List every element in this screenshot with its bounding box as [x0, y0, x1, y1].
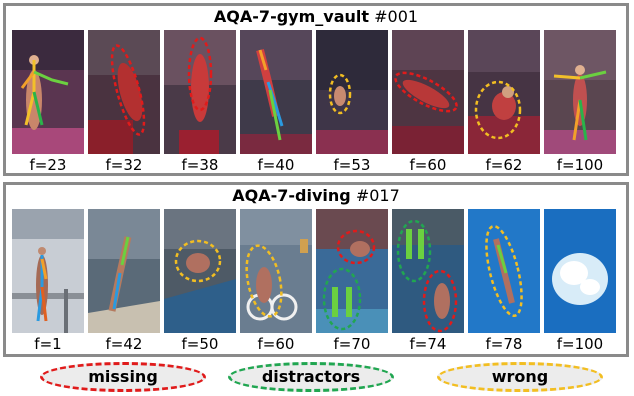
- frame-label: f=62: [485, 156, 523, 174]
- frame-label: f=53: [333, 156, 371, 174]
- frame-label: f=74: [409, 335, 447, 353]
- diving-panel: AQA-7-diving #017: [3, 182, 629, 357]
- frame-image: [392, 209, 464, 333]
- frame-image: [12, 209, 84, 333]
- frame-label: f=1: [34, 335, 62, 353]
- frame-label: f=78: [485, 335, 523, 353]
- frame-image: [316, 209, 388, 333]
- frame-label: f=100: [556, 335, 604, 353]
- frame-image: [88, 209, 160, 333]
- diving-title: AQA-7-diving #017: [6, 186, 626, 206]
- frame-image: [164, 209, 236, 333]
- frame-image: [88, 30, 160, 154]
- frame-image: [164, 30, 236, 154]
- frame-image: [240, 209, 312, 333]
- diving-sample-id: #017: [355, 186, 400, 205]
- frame-label: f=40: [257, 156, 295, 174]
- frame-label: f=60: [257, 335, 295, 353]
- frame-image: [544, 30, 616, 154]
- legend-wrong: wrong: [437, 362, 603, 392]
- frame-label: f=42: [105, 335, 143, 353]
- frame-image: [12, 30, 84, 154]
- frame-label: f=100: [556, 156, 604, 174]
- gym-vault-title: AQA-7-gym_vault #001: [6, 7, 626, 27]
- frame-image: [468, 30, 540, 154]
- gym-vault-panel: AQA-7-gym_vault #001: [3, 3, 629, 176]
- legend-distractors: distractors: [228, 362, 394, 392]
- frame-label: f=32: [105, 156, 143, 174]
- gym-vault-dataset-name: AQA-7-gym_vault: [213, 7, 370, 26]
- frame-image: [544, 209, 616, 333]
- frame-label: f=23: [29, 156, 67, 174]
- frame-label: f=70: [333, 335, 371, 353]
- frame-image: [468, 209, 540, 333]
- frame-label: f=60: [409, 156, 447, 174]
- frame-image: [240, 30, 312, 154]
- diving-dataset-name: AQA-7-diving: [232, 186, 351, 205]
- frame-image: [316, 30, 388, 154]
- legend-missing: missing: [40, 362, 206, 392]
- gym-vault-sample-id: #001: [374, 7, 419, 26]
- frame-label: f=38: [181, 156, 219, 174]
- frame-image: [392, 30, 464, 154]
- frame-label: f=50: [181, 335, 219, 353]
